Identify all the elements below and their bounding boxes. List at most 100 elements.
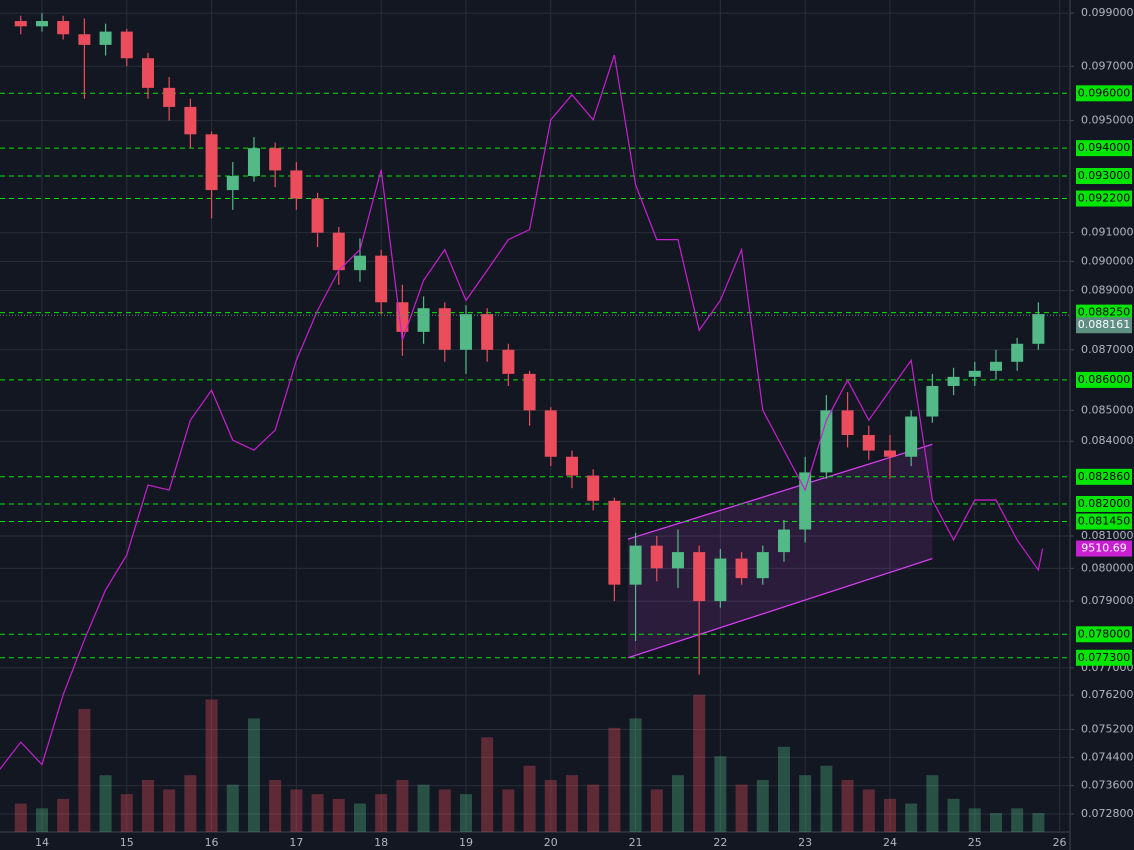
x-tick-label: 18 — [374, 836, 388, 849]
y-tick-label: 0.073600 — [1081, 779, 1134, 792]
volume-bar — [883, 798, 896, 832]
candle-body — [905, 416, 918, 457]
volume-bar — [502, 789, 515, 832]
volume-bar — [481, 737, 494, 832]
y-tick-label: 0.080000 — [1081, 561, 1134, 574]
y-tick-label: 0.089000 — [1081, 284, 1134, 297]
level-label: 0.082000 — [1078, 497, 1131, 510]
candle-body — [947, 376, 960, 386]
candle-body — [671, 552, 684, 569]
volume-bar — [332, 798, 345, 832]
candle-body — [141, 58, 154, 88]
candle-body — [14, 21, 27, 27]
level-label-bg — [1076, 371, 1132, 388]
candle-body — [35, 21, 48, 27]
level-label-bg — [1076, 168, 1132, 185]
volume-bar — [820, 765, 833, 832]
x-tick-label: 20 — [544, 836, 558, 849]
volume-bar — [247, 718, 260, 832]
y-tick-label: 0.087000 — [1081, 343, 1134, 356]
volume-bar — [14, 803, 27, 832]
volume-bar — [650, 789, 663, 832]
candle-body — [481, 314, 494, 350]
last-price-label-bg — [1076, 317, 1132, 334]
candle-body — [968, 370, 981, 377]
volume-bar — [587, 784, 600, 832]
y-tick-label: 0.099000 — [1081, 6, 1134, 19]
y-tick-label: 0.095000 — [1081, 114, 1134, 127]
level-label: 0.077300 — [1078, 651, 1131, 664]
last-price-label: 0.088161 — [1078, 318, 1131, 331]
level-label-bg — [1076, 190, 1132, 207]
volume-bar — [1032, 813, 1045, 832]
candle-body — [587, 475, 600, 501]
volume-bar — [311, 794, 324, 832]
candle-body — [565, 456, 578, 476]
level-label-bg — [1076, 140, 1132, 157]
candle-body — [396, 302, 409, 332]
level-label-bg — [1076, 304, 1132, 321]
candle-body — [862, 435, 875, 451]
volume-bar — [565, 775, 578, 832]
level-label-bg — [1076, 649, 1132, 666]
volume-bar — [714, 756, 727, 832]
candle-body — [544, 410, 557, 457]
overlay-line — [0, 54, 1044, 770]
volume-bar — [777, 746, 790, 832]
volume-bar — [989, 813, 1002, 832]
candle-body — [926, 385, 939, 417]
volume-bar — [905, 803, 918, 832]
y-tick-label: 0.085000 — [1081, 403, 1134, 416]
candle-body — [883, 450, 896, 457]
volume-bar — [120, 794, 133, 832]
level-label: 0.082860 — [1078, 470, 1131, 483]
candle-body — [226, 176, 239, 191]
volume-bar — [226, 784, 239, 832]
volume-bar — [862, 789, 875, 832]
level-label-bg — [1076, 85, 1132, 102]
volume-bar — [523, 765, 536, 832]
volume-bar — [735, 784, 748, 832]
candle-body — [629, 545, 642, 585]
level-label: 0.093000 — [1078, 169, 1131, 182]
candle-body — [756, 552, 769, 579]
volume-bar — [417, 784, 430, 832]
volume-bar — [1011, 808, 1024, 832]
plot — [0, 0, 1070, 832]
candle-body — [693, 552, 706, 602]
volume-bar — [163, 789, 176, 832]
overlay-label-bg — [1076, 540, 1132, 557]
candle-body — [163, 87, 176, 107]
level-label: 0.092200 — [1078, 192, 1131, 205]
volume-bar — [205, 699, 218, 832]
x-tick-label: 26 — [1053, 836, 1067, 849]
volume-bar — [353, 803, 366, 832]
volume-bar — [99, 775, 112, 832]
candle-body — [735, 558, 748, 579]
volume-bar — [799, 775, 812, 832]
x-tick-label: 16 — [205, 836, 219, 849]
x-tick-label: 23 — [798, 836, 812, 849]
candle-body — [269, 148, 282, 171]
y-tick-label: 0.074400 — [1081, 750, 1134, 763]
channel-line — [627, 558, 933, 659]
level-label-bg — [1076, 626, 1132, 643]
volume-bar — [841, 779, 854, 832]
x-tick-label: 14 — [35, 836, 49, 849]
candle-body — [184, 106, 197, 135]
x-tick-label: 24 — [883, 836, 897, 849]
x-tick-label: 22 — [713, 836, 727, 849]
candle-body — [205, 134, 218, 191]
x-tick-label: 21 — [629, 836, 643, 849]
volume-bar — [947, 798, 960, 832]
y-tick-label: 0.084000 — [1081, 434, 1134, 447]
volume-bar — [141, 779, 154, 832]
candle-body — [820, 410, 833, 473]
level-label: 0.088250 — [1078, 306, 1131, 319]
candle-body — [459, 314, 472, 350]
volume-bar — [459, 794, 472, 832]
volume-bar — [375, 794, 388, 832]
volume-bar — [629, 718, 642, 832]
candle-body — [502, 349, 515, 374]
